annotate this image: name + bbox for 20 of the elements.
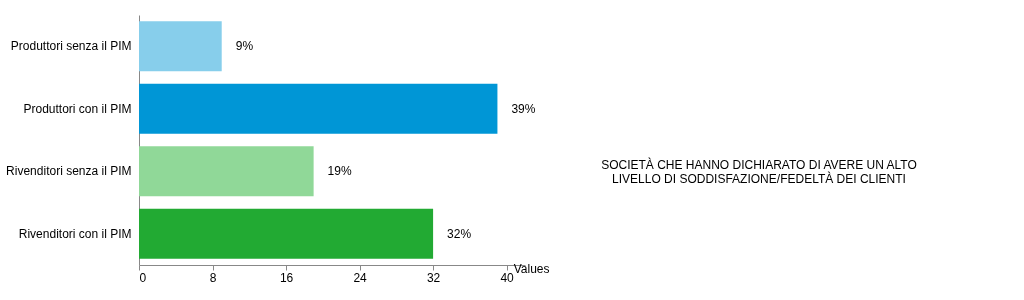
bar [139,146,314,197]
data-label: 9% [235,39,254,54]
bar [139,83,498,134]
x-axis-title: Values [513,261,550,276]
x-tick-label: 24 [353,270,368,285]
data-label: 32% [447,226,472,241]
y-tick-label: Rivenditori con il PIM [18,226,132,241]
data-label: 39% [511,101,536,116]
bar [139,21,222,72]
y-tick-label: Produttori con il PIM [23,101,132,116]
y-tick-label: Rivenditori senza il PIM [6,164,132,179]
x-tick-label: 16 [279,270,294,285]
x-tick-label: 0 [139,270,147,285]
x-tick-label: 32 [426,270,441,285]
bar [139,208,434,259]
text: SOCIETÀ CHE HANNO DICHIARATO DI AVERE UN ALTO LIVELLO DI SODDISFAZIONE/FEDELTÀ DEI CLIENTI [601,157,917,186]
x-tick-label: 40 [500,270,515,285]
data-label: 19% [327,164,352,179]
y-tick-label: Produttori senza il PIM [10,39,132,54]
x-tick-label: 8 [209,270,217,285]
